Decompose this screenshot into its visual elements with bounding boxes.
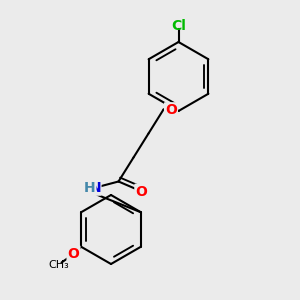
Text: CH₃: CH₃ — [48, 260, 69, 271]
Text: O: O — [165, 103, 177, 117]
Text: O: O — [135, 185, 147, 199]
Text: Cl: Cl — [171, 19, 186, 32]
Text: O: O — [68, 247, 80, 260]
Text: N: N — [89, 181, 101, 195]
Text: H: H — [84, 181, 96, 195]
